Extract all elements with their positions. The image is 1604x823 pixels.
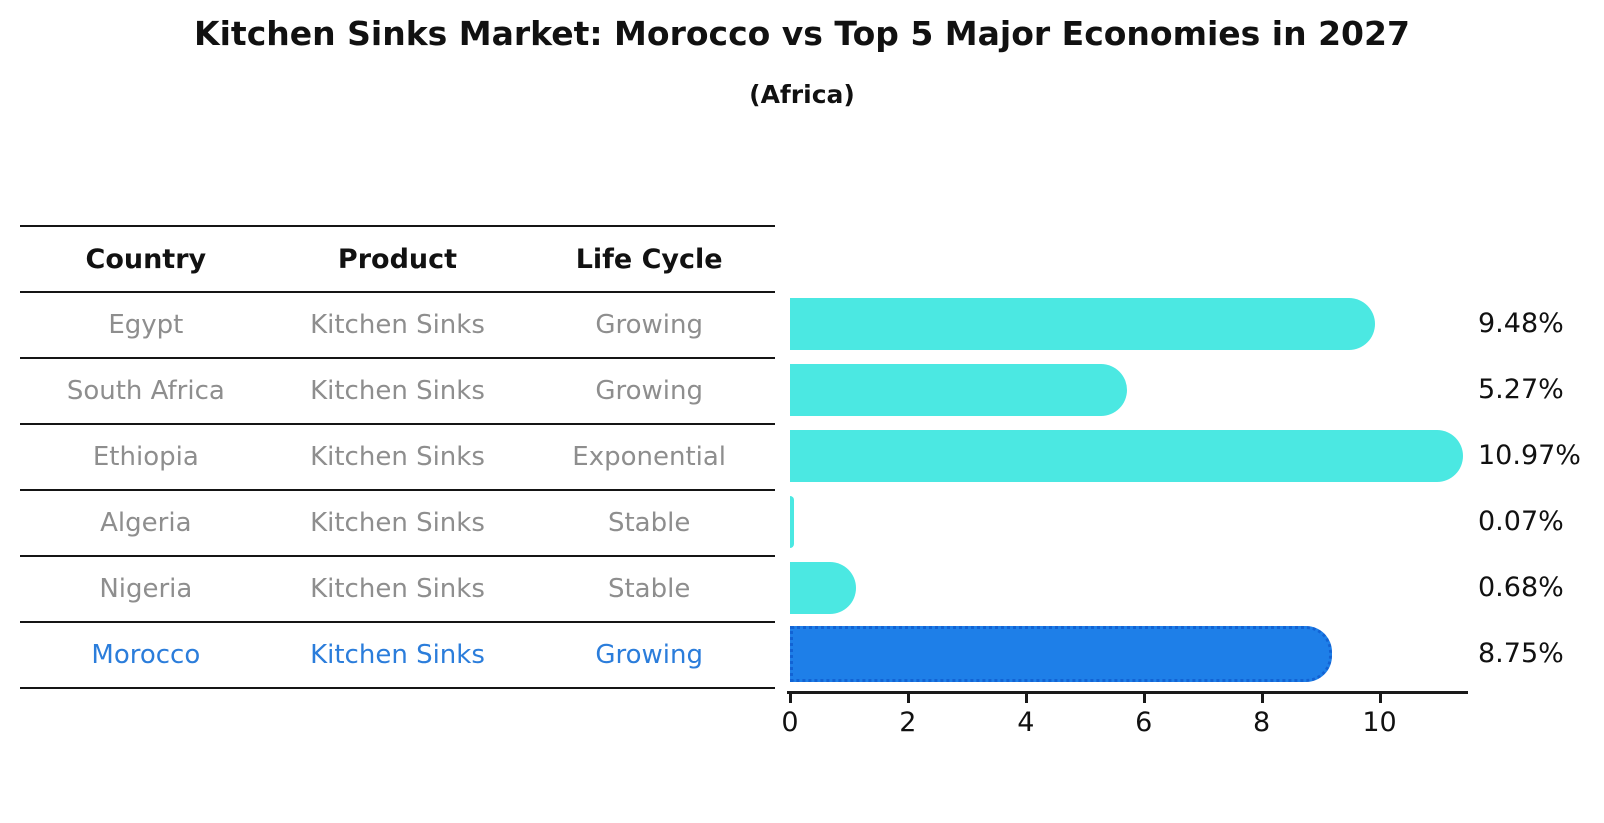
bar-egypt [790, 298, 1375, 350]
table-header-country: Country [85, 243, 207, 275]
cell-product: Kitchen Sinks [310, 574, 485, 604]
country-table: Country Product Life Cycle Egypt Kitchen… [20, 225, 775, 689]
tick-label: 4 [1017, 707, 1035, 738]
cell-life-cycle: Stable [607, 508, 691, 538]
tick-label: 0 [781, 707, 799, 738]
tick-mark [906, 694, 910, 703]
cell-product: Kitchen Sinks [310, 508, 485, 538]
chart-title: Kitchen Sinks Market: Morocco vs Top 5 M… [194, 14, 1410, 53]
tick-label: 8 [1253, 707, 1271, 738]
tick-label: 2 [899, 707, 917, 738]
cell-life-cycle: Exponential [572, 442, 727, 472]
chart-subtitle: (Africa) [749, 80, 855, 109]
value-label-south-africa: 5.27% [1478, 374, 1564, 405]
value-label-algeria: 0.07% [1478, 506, 1564, 537]
tick-mark [789, 694, 792, 703]
table-row-nigeria: Nigeria Kitchen Sinks Stable [20, 555, 775, 621]
table-row-morocco-highlighted: Morocco Kitchen Sinks Growing [20, 621, 775, 687]
table-header-product: Product [337, 243, 458, 275]
table-row-ethiopia: Ethiopia Kitchen Sinks Exponential [20, 423, 775, 489]
bar-morocco-highlighted [790, 626, 1332, 682]
cell-product: Kitchen Sinks [310, 442, 485, 472]
table-row-egypt: Egypt Kitchen Sinks Growing [20, 291, 775, 357]
tick-mark [1260, 694, 1264, 703]
cell-country: Morocco [91, 640, 201, 670]
table-header-life-cycle: Life Cycle [575, 243, 723, 275]
value-label-column: 9.48% 5.27% 10.97% 0.07% 0.68% 8.75% [1478, 291, 1602, 687]
tick-mark [1024, 694, 1028, 703]
cell-country: South Africa [66, 376, 225, 406]
bar-algeria [790, 496, 795, 548]
x-axis-line [787, 691, 1468, 694]
value-label-nigeria: 0.68% [1478, 572, 1564, 603]
bar-south-africa [790, 364, 1127, 416]
value-label-ethiopia: 10.97% [1478, 440, 1581, 471]
cell-life-cycle: Stable [607, 574, 691, 604]
tick-mark [1378, 694, 1382, 703]
cell-country: Ethiopia [92, 442, 199, 472]
tick-mark [1142, 694, 1146, 703]
cell-product: Kitchen Sinks [310, 640, 485, 670]
value-label-morocco: 8.75% [1478, 638, 1564, 669]
cell-product: Kitchen Sinks [310, 310, 485, 340]
cell-country: Nigeria [99, 574, 193, 604]
bar-plot-area [790, 291, 1465, 687]
value-label-egypt: 9.48% [1478, 308, 1564, 339]
cell-country: Algeria [100, 508, 192, 538]
tick-label: 6 [1135, 707, 1153, 738]
cell-product: Kitchen Sinks [310, 376, 485, 406]
cell-life-cycle: Growing [595, 376, 703, 406]
tick-label: 10 [1362, 707, 1397, 738]
cell-life-cycle: Growing [595, 640, 703, 670]
table-header-row: Country Product Life Cycle [20, 225, 775, 291]
bar-ethiopia [790, 430, 1463, 482]
cell-country: Egypt [108, 310, 184, 340]
table-row-algeria: Algeria Kitchen Sinks Stable [20, 489, 775, 555]
bar-nigeria [790, 562, 857, 614]
cell-life-cycle: Growing [595, 310, 703, 340]
table-row-south-africa: South Africa Kitchen Sinks Growing [20, 357, 775, 423]
